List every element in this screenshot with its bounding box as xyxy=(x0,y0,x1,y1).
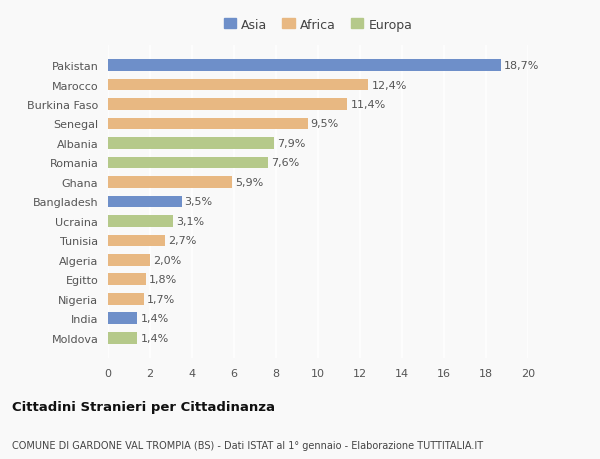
Text: 1,4%: 1,4% xyxy=(140,313,169,324)
Bar xyxy=(108,293,144,305)
Text: 1,8%: 1,8% xyxy=(149,274,177,285)
Text: 11,4%: 11,4% xyxy=(350,100,386,110)
Text: 1,4%: 1,4% xyxy=(140,333,169,343)
Bar xyxy=(108,196,182,208)
Bar xyxy=(108,216,173,227)
Text: 7,6%: 7,6% xyxy=(271,158,299,168)
Bar xyxy=(108,99,347,111)
Text: 1,7%: 1,7% xyxy=(147,294,175,304)
Bar xyxy=(108,274,146,285)
Text: 9,5%: 9,5% xyxy=(311,119,339,129)
Text: Cittadini Stranieri per Cittadinanza: Cittadini Stranieri per Cittadinanza xyxy=(12,400,275,413)
Bar xyxy=(108,79,368,91)
Bar xyxy=(108,118,308,130)
Text: 5,9%: 5,9% xyxy=(235,178,263,188)
Bar xyxy=(108,177,232,188)
Text: 3,5%: 3,5% xyxy=(185,197,213,207)
Bar xyxy=(108,60,500,72)
Bar xyxy=(108,235,164,246)
Bar xyxy=(108,138,274,150)
Text: 2,7%: 2,7% xyxy=(168,236,196,246)
Text: 3,1%: 3,1% xyxy=(176,216,205,226)
Text: 12,4%: 12,4% xyxy=(371,80,407,90)
Bar xyxy=(108,313,137,325)
Text: COMUNE DI GARDONE VAL TROMPIA (BS) - Dati ISTAT al 1° gennaio - Elaborazione TUT: COMUNE DI GARDONE VAL TROMPIA (BS) - Dat… xyxy=(12,440,483,450)
Text: 2,0%: 2,0% xyxy=(153,255,181,265)
Text: 7,9%: 7,9% xyxy=(277,139,305,149)
Bar xyxy=(108,157,268,169)
Bar xyxy=(108,332,137,344)
Bar xyxy=(108,254,150,266)
Text: 18,7%: 18,7% xyxy=(504,61,539,71)
Legend: Asia, Africa, Europa: Asia, Africa, Europa xyxy=(219,14,417,37)
